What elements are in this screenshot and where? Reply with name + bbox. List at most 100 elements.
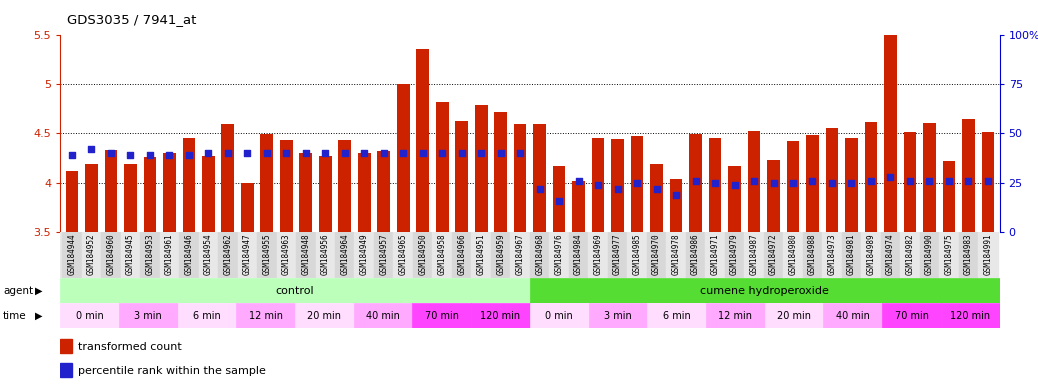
Text: ▶: ▶ — [35, 286, 43, 296]
Text: GSM184944: GSM184944 — [67, 234, 77, 275]
Text: 120 min: 120 min — [481, 311, 521, 321]
Bar — [378, 151, 390, 232]
Bar — [647, 232, 666, 278]
Bar — [374, 232, 393, 278]
Point — [531, 186, 548, 192]
Text: percentile rank within the sample: percentile rank within the sample — [78, 366, 266, 376]
Bar — [862, 232, 880, 278]
Bar — [765, 303, 823, 328]
Bar — [589, 303, 648, 328]
Point — [83, 146, 100, 152]
Bar — [705, 232, 725, 278]
Bar — [884, 20, 897, 232]
Point — [667, 192, 684, 198]
Bar — [978, 232, 998, 278]
Point — [394, 150, 411, 156]
Text: 120 min: 120 min — [950, 311, 990, 321]
Point — [414, 150, 431, 156]
Bar — [319, 156, 331, 232]
Bar — [120, 232, 140, 278]
Point — [745, 178, 762, 184]
Point — [122, 152, 139, 158]
Bar — [959, 232, 978, 278]
Text: GSM184978: GSM184978 — [672, 234, 681, 275]
Bar — [62, 232, 82, 278]
Text: 40 min: 40 min — [366, 311, 400, 321]
Point — [454, 150, 470, 156]
Text: GSM184988: GSM184988 — [808, 234, 817, 275]
Bar — [355, 232, 374, 278]
Point — [317, 150, 333, 156]
Bar — [354, 303, 412, 328]
Point — [473, 150, 490, 156]
Point — [727, 182, 743, 188]
Text: GSM184963: GSM184963 — [281, 234, 291, 275]
Bar — [160, 232, 180, 278]
Text: cumene hydroperoxide: cumene hydroperoxide — [701, 286, 829, 296]
Bar — [825, 127, 839, 232]
Bar — [177, 303, 237, 328]
Text: 0 min: 0 min — [76, 311, 104, 321]
Bar — [744, 232, 764, 278]
Text: GSM184955: GSM184955 — [263, 234, 271, 275]
Bar — [238, 232, 257, 278]
Text: GSM184946: GSM184946 — [185, 234, 193, 275]
Bar — [257, 232, 276, 278]
Bar — [943, 161, 955, 232]
Point — [609, 186, 626, 192]
Bar — [202, 156, 215, 232]
Text: GSM184977: GSM184977 — [613, 234, 622, 275]
Bar — [627, 232, 647, 278]
Bar — [529, 232, 549, 278]
Bar — [163, 153, 175, 232]
Bar — [60, 362, 73, 376]
Text: GSM184945: GSM184945 — [126, 234, 135, 275]
Text: 12 min: 12 min — [249, 311, 282, 321]
Bar — [802, 232, 822, 278]
Point — [434, 150, 450, 156]
Text: GSM184970: GSM184970 — [652, 234, 661, 275]
Point — [512, 150, 528, 156]
Bar — [413, 232, 433, 278]
Text: GSM184975: GSM184975 — [945, 234, 954, 275]
Bar — [865, 122, 877, 232]
Text: 6 min: 6 min — [193, 311, 221, 321]
Point — [219, 150, 236, 156]
Bar — [611, 139, 624, 232]
Text: GSM184984: GSM184984 — [574, 234, 583, 275]
Bar — [514, 124, 526, 232]
Bar — [904, 132, 917, 232]
Bar — [433, 232, 452, 278]
Point — [181, 152, 197, 158]
Point — [785, 180, 801, 186]
Text: GSM184989: GSM184989 — [867, 234, 875, 275]
Text: 0 min: 0 min — [545, 311, 573, 321]
Text: GSM184947: GSM184947 — [243, 234, 252, 275]
Point — [298, 150, 315, 156]
Bar — [183, 138, 195, 232]
Text: GSM184964: GSM184964 — [340, 234, 349, 275]
Text: GSM184986: GSM184986 — [691, 234, 700, 275]
Text: GSM184949: GSM184949 — [360, 234, 368, 275]
Bar — [787, 141, 799, 232]
Point — [902, 178, 919, 184]
Point — [590, 182, 606, 188]
Text: GSM184971: GSM184971 — [711, 234, 719, 275]
Point — [629, 180, 646, 186]
Bar — [706, 303, 765, 328]
Point — [200, 150, 217, 156]
Bar — [939, 232, 959, 278]
Bar — [491, 232, 511, 278]
Text: GSM184972: GSM184972 — [769, 234, 778, 275]
Text: control: control — [276, 286, 315, 296]
Bar — [650, 164, 663, 232]
Point — [882, 174, 899, 180]
Bar — [295, 303, 354, 328]
Text: GSM184957: GSM184957 — [379, 234, 388, 275]
Bar — [631, 136, 644, 232]
Bar — [553, 166, 566, 232]
Bar — [60, 278, 529, 303]
Text: GSM184962: GSM184962 — [223, 234, 233, 275]
Point — [258, 150, 275, 156]
Text: agent: agent — [3, 286, 33, 296]
